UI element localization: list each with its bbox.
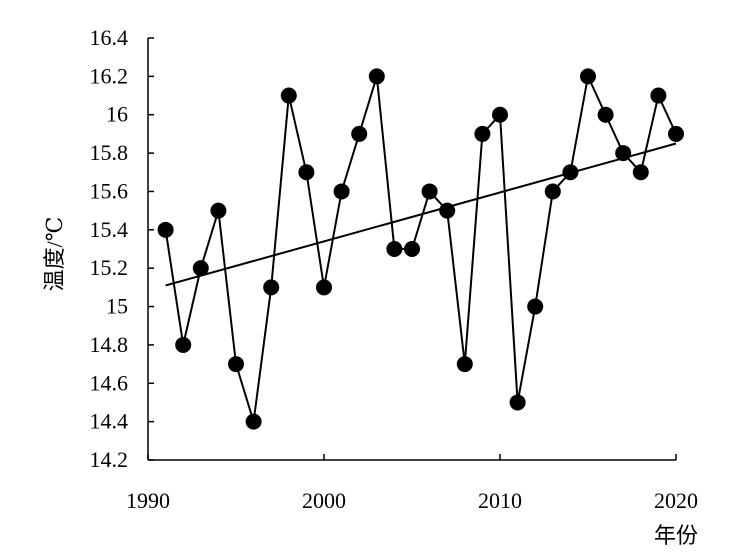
y-tick-label: 15 [106,294,128,319]
data-point [386,241,403,257]
data-point [456,356,473,373]
data-point [492,106,508,123]
data-point [527,298,544,315]
y-tick-label: 14.6 [90,370,129,395]
y-axis-label: 温度/℃ [42,217,67,292]
data-point [632,164,649,181]
data-point [333,183,350,200]
data-point [175,336,192,353]
data-point [245,413,262,430]
data-point [210,202,227,219]
series-line [164,73,677,422]
x-tick-label: 2010 [478,488,522,513]
data-point [316,279,332,296]
y-tick-label: 15.4 [90,217,129,242]
x-tick-label: 1990 [126,488,170,513]
y-tick-label: 14.4 [90,409,129,434]
data-point [544,183,561,200]
y-tick-label: 16 [106,102,128,127]
x-tick-label: 2000 [302,488,346,513]
data-point [192,260,209,277]
x-tick-label: 2020 [654,488,698,513]
x-axis-label: 年份 [654,523,698,548]
data-point [298,164,315,181]
data-point [509,394,526,411]
axis-labels: 温度/℃ 年份 [42,217,698,548]
data-point [421,183,438,200]
y-tick-label: 14.8 [90,332,129,357]
data-point [474,125,491,142]
data-point [597,106,614,123]
data-point [650,87,667,104]
data-point [580,68,596,85]
data-point [562,164,579,181]
data-point [263,279,280,296]
data-point [439,202,456,219]
trendline-group [165,142,677,287]
data-point [615,145,632,162]
trendline [165,142,677,287]
data-point [157,221,174,238]
data-point [368,68,385,85]
data-point [404,241,420,257]
ticks: 14.2 14.4 14.6 14.8 15 15.2 15.4 15.6 15.8 16 16.2… [90,25,699,513]
axes [147,38,676,461]
y-tick-label: 15.6 [90,178,129,203]
y-tick-label: 16.2 [90,63,129,88]
data-point [351,125,368,142]
y-tick-label: 15.8 [90,140,129,165]
data-point [668,125,684,142]
data-point [280,87,297,104]
series-group [157,68,684,430]
y-tick-label: 14.2 [90,447,129,472]
y-tick-label: 16.4 [90,25,129,50]
data-point [228,356,244,373]
y-tick-label: 15.2 [90,255,129,280]
